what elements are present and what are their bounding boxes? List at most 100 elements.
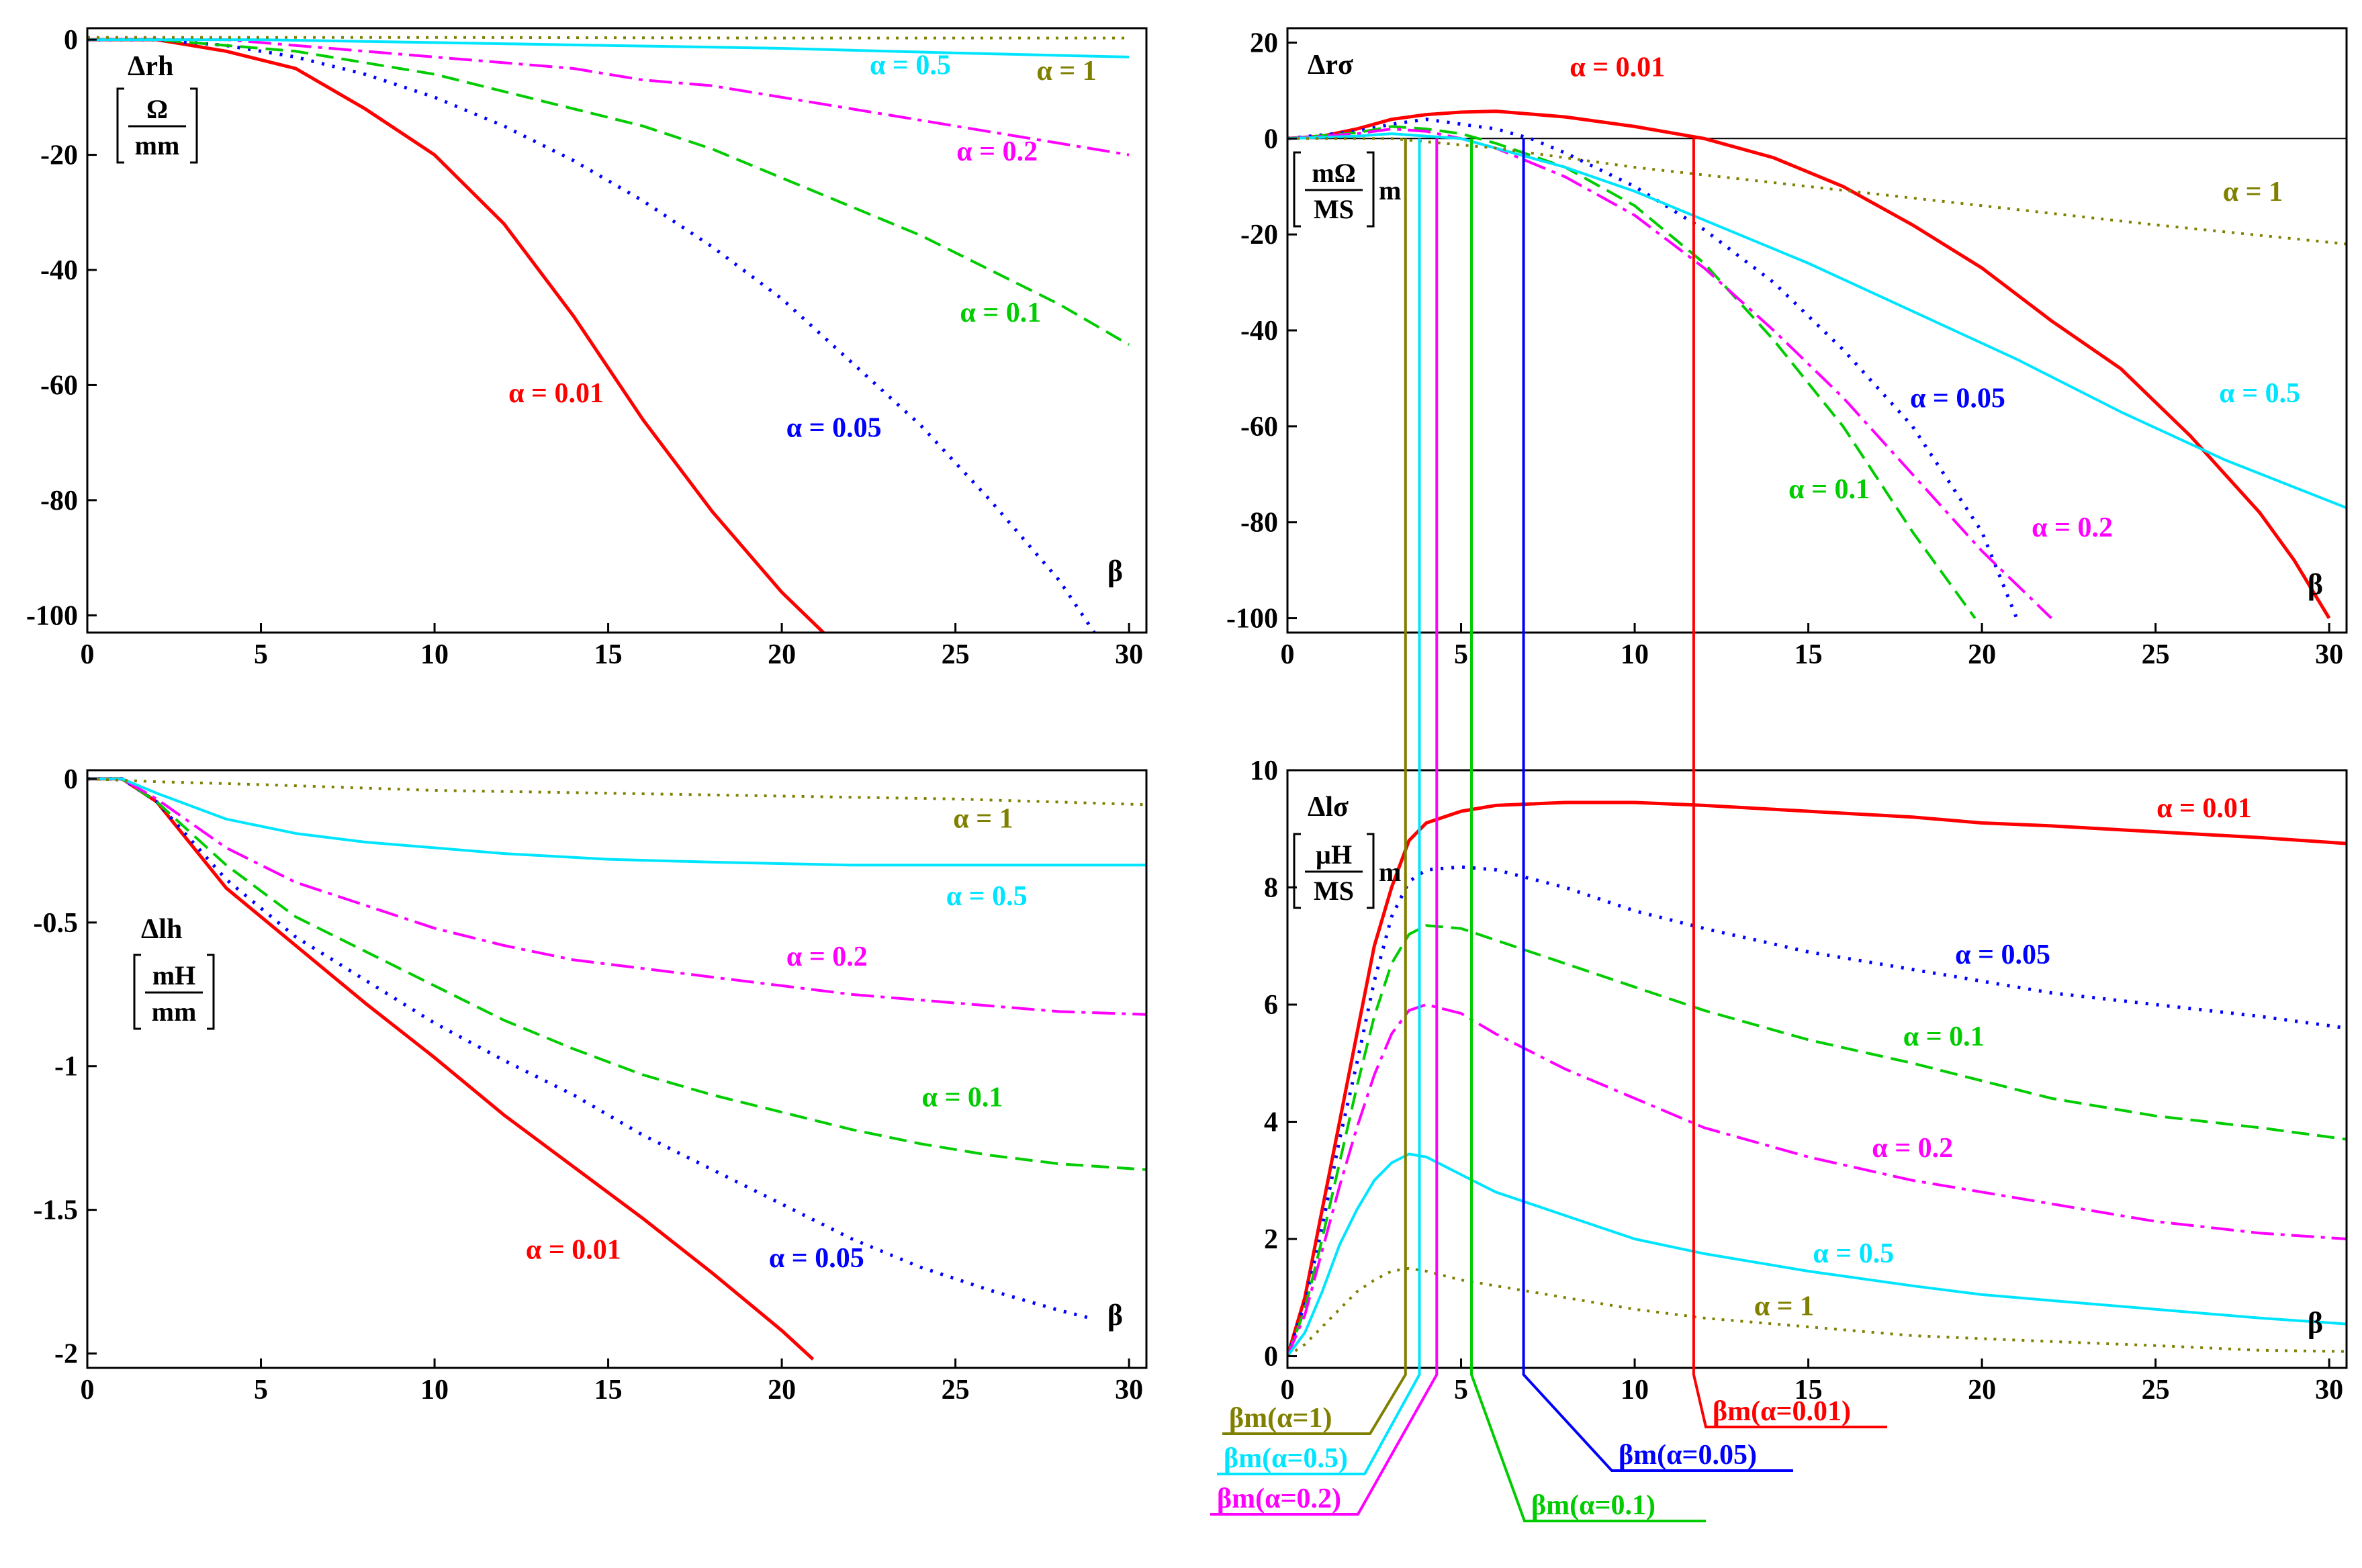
alpha-label-a005: α = 0.05 — [786, 413, 882, 444]
y-tick-label: -80 — [40, 486, 78, 516]
beta-marker-line-a01 — [1470, 138, 1706, 1522]
plot-frame — [86, 769, 1148, 1369]
chart-lh: 0 5 10 15 20 25 30 0 -0.5 -1 -1.5 -2 β α = 0.01 α = 0.… — [34, 764, 1148, 1405]
x-tick-label: 5 — [1454, 639, 1468, 670]
x-tick-label: 20 — [768, 639, 796, 670]
x-tick-label: 20 — [768, 1375, 796, 1405]
series-line-a001 — [87, 38, 825, 633]
y-tick-label: -60 — [40, 370, 78, 401]
x-axis-label: β — [1107, 1299, 1123, 1332]
x-axis-label: β — [2308, 1307, 2323, 1340]
alpha-label-a02: α = 0.2 — [786, 941, 868, 972]
y-axis-unit: mΩ MS m — [1293, 151, 1401, 228]
plot-frame — [1286, 769, 2348, 1369]
unit-suffix: m — [1379, 175, 1401, 205]
beta-marker-line-a001 — [1692, 138, 1887, 1428]
y-tick-label: -100 — [26, 600, 78, 631]
alpha-label-a1: α = 1 — [2223, 177, 2283, 207]
y-tick-label: 0 — [1264, 124, 1278, 154]
alpha-label-a1: α = 1 — [1036, 56, 1096, 87]
series-line-a001 — [1287, 109, 2331, 619]
alpha-label-a05: α = 0.5 — [1813, 1238, 1894, 1269]
y-tick-label: -100 — [1226, 604, 1278, 635]
beta-marker-line-a05 — [1217, 138, 1421, 1475]
beta-marker-lines: βm(α=1) βm(α=0.5) βm(α=0.2) βm(α=0.1) βm(α=0… — [1210, 138, 1887, 1522]
series-line-a05 — [1287, 132, 2347, 510]
y-tick-label: 10 — [1250, 755, 1278, 786]
alpha-label-a1: α = 1 — [953, 804, 1013, 835]
unit-denominator: MS — [1314, 876, 1354, 906]
series-line-a02 — [87, 777, 1146, 1016]
x-tick-label: 0 — [81, 1375, 95, 1405]
series-line-a001 — [1287, 800, 2347, 1357]
beta-marker-line-a1 — [1222, 138, 1407, 1435]
x-tick-label: 25 — [2142, 639, 2170, 670]
alpha-label-a001: α = 0.01 — [526, 1234, 621, 1265]
y-tick-label: -1.5 — [34, 1195, 79, 1226]
alpha-label-a01: α = 0.1 — [1788, 474, 1870, 505]
unit-numerator: mΩ — [1312, 158, 1355, 188]
unit-numerator: mH — [152, 960, 195, 990]
y-tick-label: -20 — [40, 140, 78, 171]
x-tick-label: 15 — [594, 1375, 623, 1405]
y-tick-label: 0 — [1264, 1342, 1278, 1373]
series-line-a001 — [87, 777, 815, 1361]
x-tick-label: 30 — [2315, 1375, 2343, 1405]
x-tick-label: 0 — [1281, 1375, 1295, 1405]
unit-denominator: mm — [135, 130, 180, 160]
x-tick-label: 20 — [1968, 639, 1996, 670]
series-line-a01 — [1287, 924, 2347, 1357]
x-tick-label: 25 — [942, 1375, 970, 1405]
alpha-label-a01: α = 0.1 — [1903, 1021, 1985, 1052]
x-tick-label: 5 — [254, 1375, 268, 1405]
beta-marker-label-a005: βm(α=0.05) — [1619, 1440, 1757, 1471]
x-tick-label: 30 — [2315, 639, 2343, 670]
series-line-a01 — [87, 38, 1130, 347]
alpha-label-a01: α = 0.1 — [960, 297, 1041, 328]
y-tick-label: 0 — [64, 25, 78, 56]
series-line-a02 — [87, 38, 1130, 156]
beta-marker-label-a05: βm(α=0.5) — [1224, 1443, 1348, 1474]
series-line-a1 — [1287, 137, 2347, 246]
y-axis-name: Δlh — [141, 914, 182, 945]
y-axis-unit: Ωmm — [116, 87, 198, 164]
series-line-a05 — [1287, 1152, 2347, 1357]
x-tick-label: 10 — [420, 1375, 449, 1405]
alpha-label-a001: α = 0.01 — [508, 378, 604, 409]
unit-denominator: MS — [1314, 194, 1354, 224]
y-tick-label: -2 — [54, 1339, 78, 1370]
series-line-a01 — [87, 777, 1146, 1171]
x-tick-label: 20 — [1968, 1375, 1996, 1405]
x-tick-label: 10 — [1621, 1375, 1649, 1405]
unit-suffix: m — [1379, 857, 1401, 887]
y-axis-unit: µH MS m — [1293, 833, 1401, 909]
x-tick-label: 5 — [254, 639, 268, 670]
y-tick-label: 20 — [1250, 28, 1278, 58]
unit-denominator: mm — [152, 997, 197, 1027]
alpha-label-a01: α = 0.1 — [922, 1082, 1003, 1113]
x-tick-label: 25 — [942, 639, 970, 670]
series-line-a05 — [87, 38, 1130, 58]
x-tick-label: 15 — [1795, 1375, 1823, 1405]
alpha-label-a1: α = 1 — [1754, 1291, 1814, 1322]
alpha-label-a005: α = 0.05 — [1910, 383, 2005, 414]
beta-marker-label-a001: βm(α=0.01) — [1713, 1396, 1851, 1427]
y-tick-label: 4 — [1264, 1107, 1278, 1138]
x-axis-label: β — [1107, 555, 1123, 588]
alpha-label-a001: α = 0.01 — [1570, 52, 1665, 83]
y-tick-label: -80 — [1240, 508, 1278, 539]
alpha-label-a001: α = 0.01 — [2156, 793, 2252, 824]
alpha-label-a005: α = 0.05 — [1955, 939, 2050, 970]
beta-marker-line-a02 — [1210, 138, 1439, 1516]
x-tick-label: 25 — [2142, 1375, 2170, 1405]
y-tick-label: -1 — [54, 1052, 78, 1082]
y-axis-name: Δlσ — [1308, 792, 1349, 823]
series-line-a05 — [87, 777, 1146, 867]
x-tick-label: 10 — [1621, 639, 1649, 670]
y-tick-label: 2 — [1264, 1224, 1278, 1255]
y-tick-label: 6 — [1264, 990, 1278, 1021]
x-tick-label: 0 — [81, 639, 95, 670]
plot-frame — [86, 27, 1148, 634]
x-tick-label: 15 — [594, 639, 623, 670]
